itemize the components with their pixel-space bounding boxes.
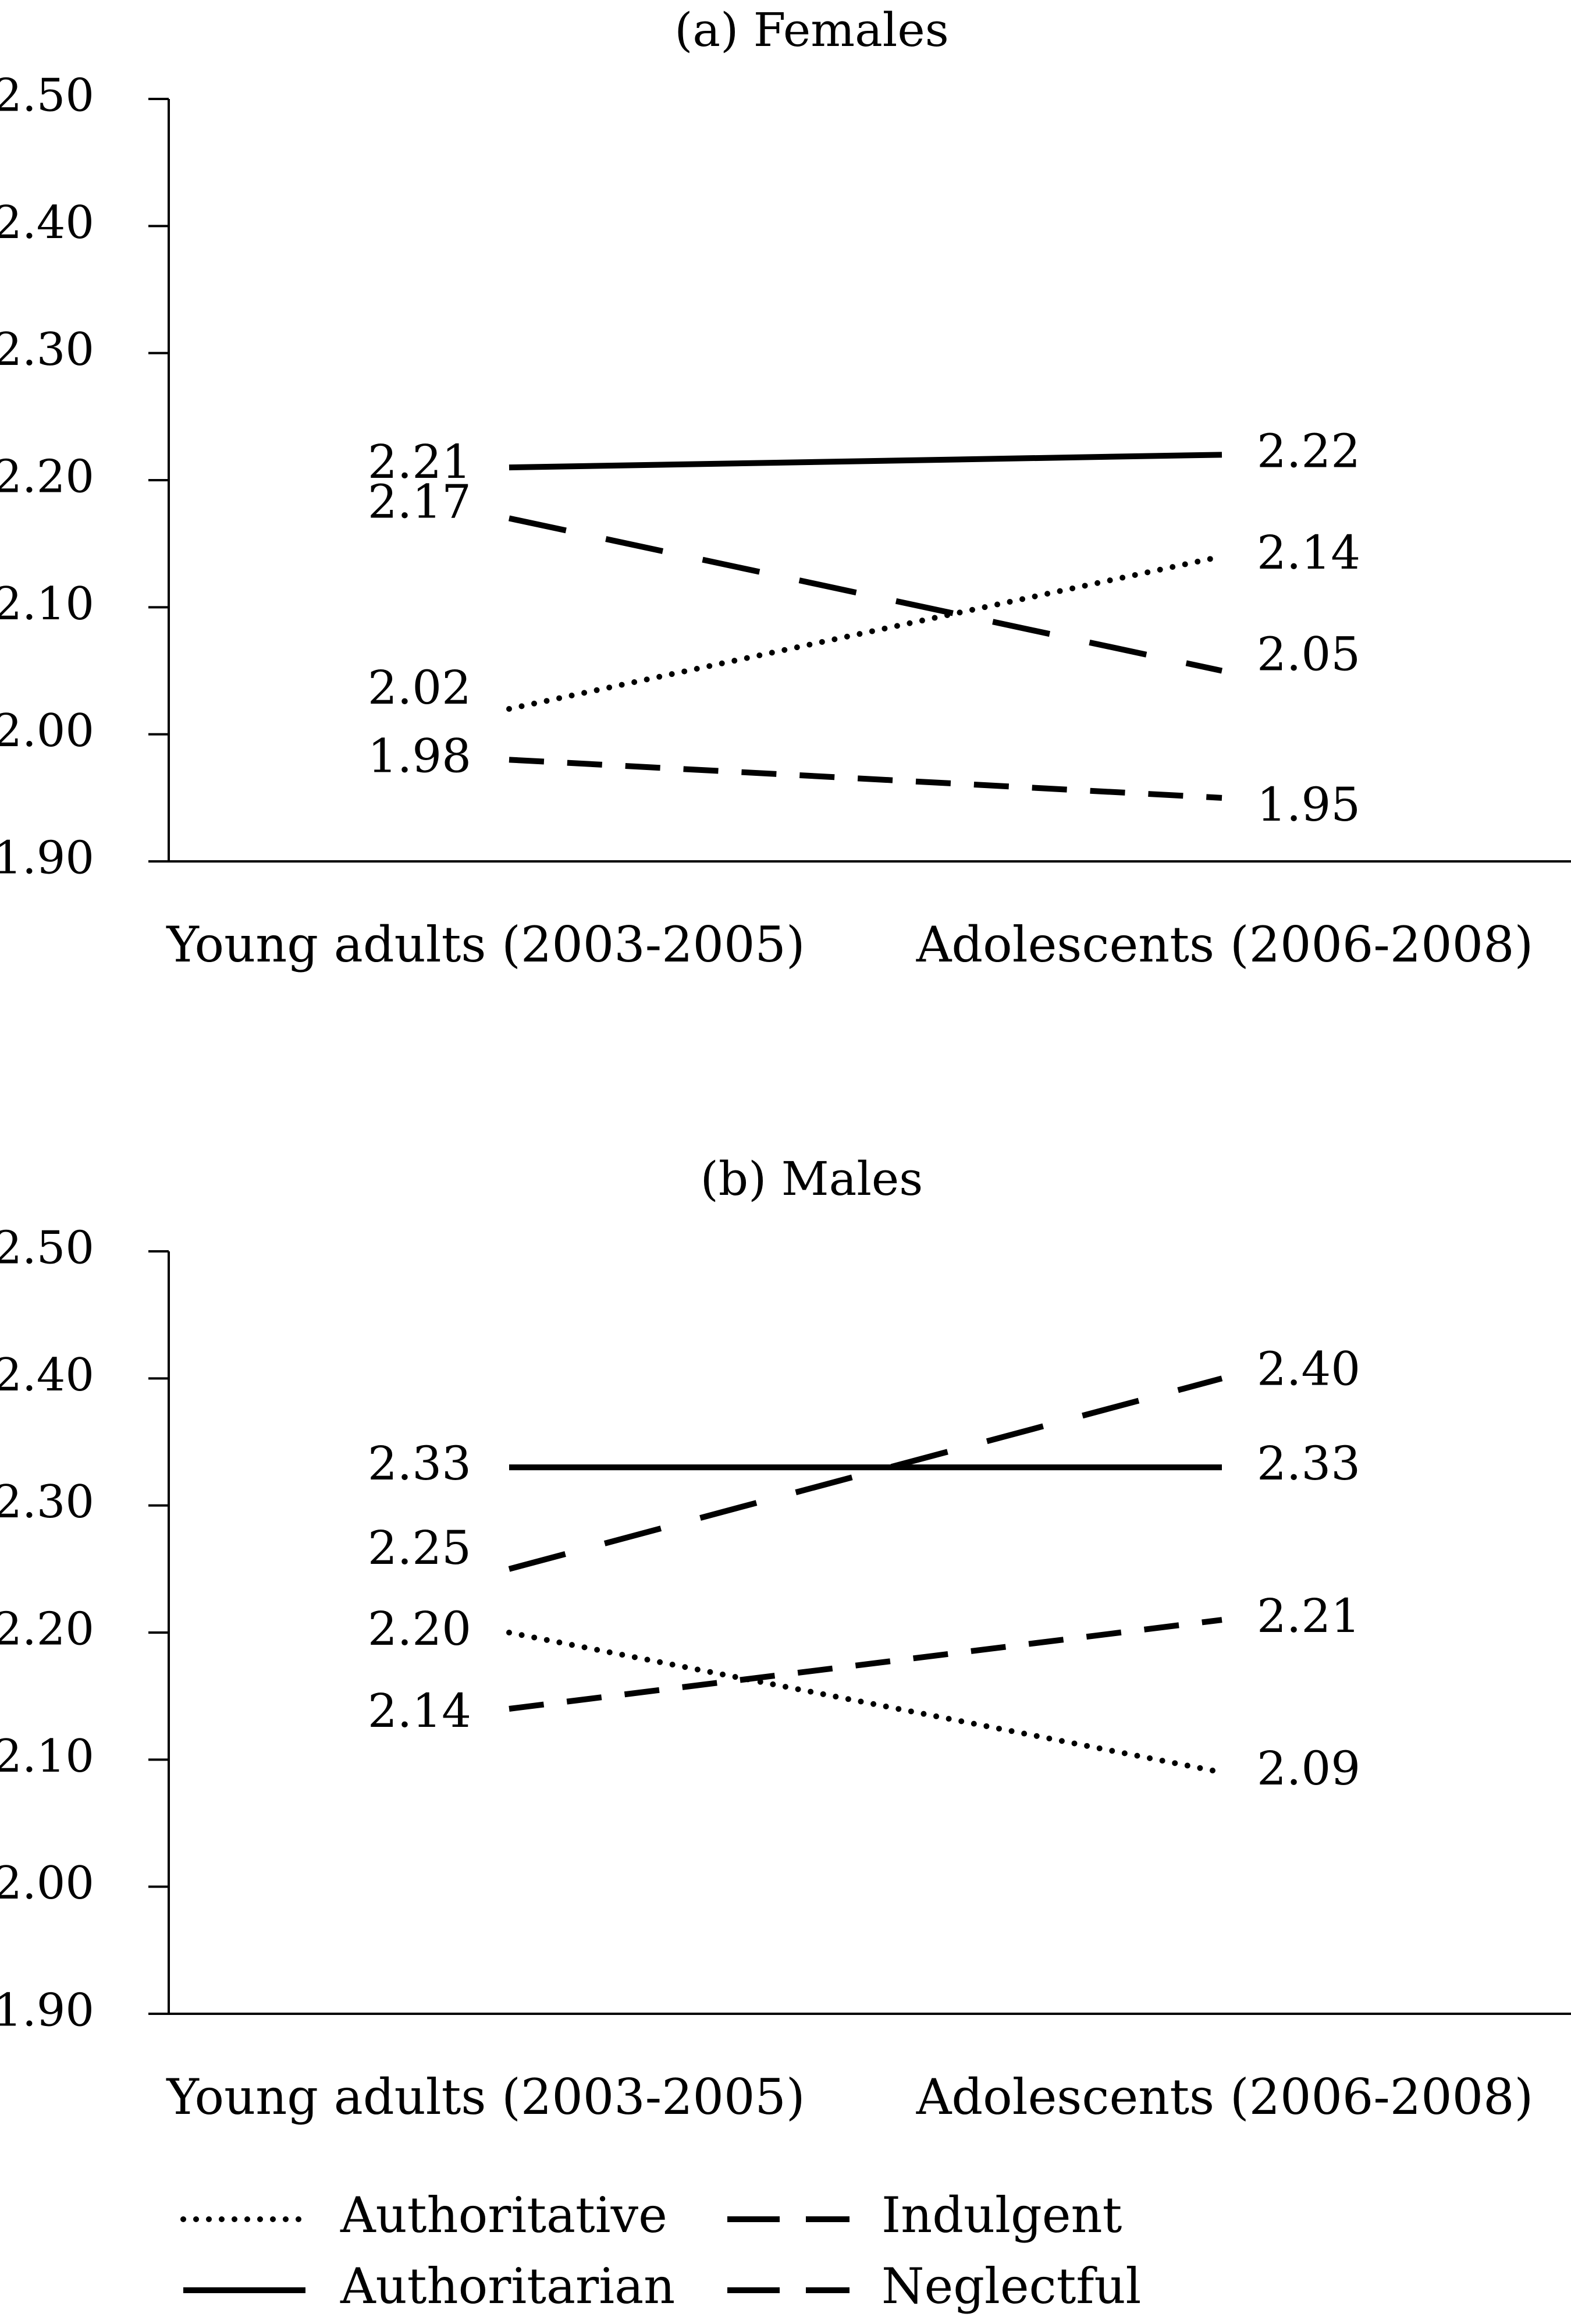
series-line-authoritative bbox=[506, 553, 1225, 712]
y-tick-label: 2.00 bbox=[0, 1857, 94, 1910]
data-label-authoritative-start: 2.20 bbox=[368, 1602, 471, 1656]
data-label-indulgent-start: 2.25 bbox=[368, 1521, 471, 1575]
series-line-indulgent bbox=[508, 515, 1223, 674]
series-line-authoritarian bbox=[509, 452, 1222, 471]
x-category-label: Young adults (2003-2005) bbox=[166, 916, 805, 973]
y-tick-label: 2.10 bbox=[0, 1730, 94, 1783]
data-label-indulgent-start: 2.17 bbox=[368, 475, 471, 529]
y-tick-label: 1.90 bbox=[0, 832, 94, 885]
data-label-authoritarian-end: 2.22 bbox=[1257, 424, 1360, 478]
series-line-neglectful bbox=[509, 1617, 1222, 1712]
x-category-label: Adolescents (2006-2008) bbox=[916, 916, 1534, 973]
y-tick-label: 2.20 bbox=[0, 1603, 94, 1656]
legend: Authoritative Indulgent Authoritarian Negle… bbox=[180, 2187, 1141, 2315]
y-tick-label: 2.40 bbox=[0, 1349, 94, 1402]
x-category-label: Young adults (2003-2005) bbox=[166, 2068, 805, 2126]
data-label-authoritarian-start: 2.33 bbox=[368, 1436, 471, 1491]
y-tick-label: 2.30 bbox=[0, 324, 94, 376]
y-tick-label: 2.50 bbox=[0, 70, 94, 122]
data-label-neglectful-end: 2.21 bbox=[1257, 1589, 1360, 1643]
data-label-neglectful-end: 1.95 bbox=[1257, 778, 1360, 832]
legend-label-neglectful: Neglectful bbox=[882, 2258, 1141, 2315]
data-label-indulgent-end: 2.05 bbox=[1257, 627, 1360, 682]
data-label-authoritative-end: 2.14 bbox=[1257, 526, 1360, 580]
chart-title: (a) Females bbox=[674, 3, 949, 57]
y-tick-label: 1.90 bbox=[0, 1985, 94, 2037]
data-label-authoritative-start: 2.02 bbox=[368, 661, 471, 715]
y-tick-label: 2.30 bbox=[0, 1476, 94, 1528]
data-label-authoritative-end: 2.09 bbox=[1257, 1741, 1360, 1796]
data-label-indulgent-end: 2.40 bbox=[1257, 1342, 1360, 1396]
chart-title: (b) Males bbox=[701, 1152, 923, 1206]
y-tick-label: 2.50 bbox=[0, 1222, 94, 1275]
y-tick-label: 2.40 bbox=[0, 197, 94, 249]
data-label-authoritarian-start: 2.21 bbox=[368, 435, 471, 489]
legend-label-indulgent: Indulgent bbox=[882, 2187, 1122, 2244]
legend-label-authoritarian: Authoritarian bbox=[340, 2258, 675, 2315]
x-category-label: Adolescents (2006-2008) bbox=[916, 2068, 1534, 2126]
data-label-authoritarian-end: 2.33 bbox=[1257, 1436, 1360, 1491]
data-label-neglectful-start: 2.14 bbox=[368, 1684, 471, 1738]
y-tick-label: 2.00 bbox=[0, 705, 94, 757]
data-label-neglectful-start: 1.98 bbox=[368, 729, 471, 783]
series-line-neglectful bbox=[509, 757, 1222, 801]
chart-panel-a: (a) Females 1.90 2.00 2.10 2.20 2.30 2.40 2.50 Y… bbox=[0, 3, 1571, 973]
y-tick-label: 2.10 bbox=[0, 578, 94, 630]
y-tick-label: 2.20 bbox=[0, 451, 94, 503]
chart-panel-b: (b) Males 1.90 2.00 2.10 2.20 2.30 2.40 2.50 You… bbox=[0, 1152, 1571, 2126]
legend-label-authoritative: Authoritative bbox=[340, 2187, 667, 2244]
series-line-authoritative bbox=[506, 1630, 1225, 1776]
series-line-indulgent bbox=[508, 1375, 1223, 1572]
